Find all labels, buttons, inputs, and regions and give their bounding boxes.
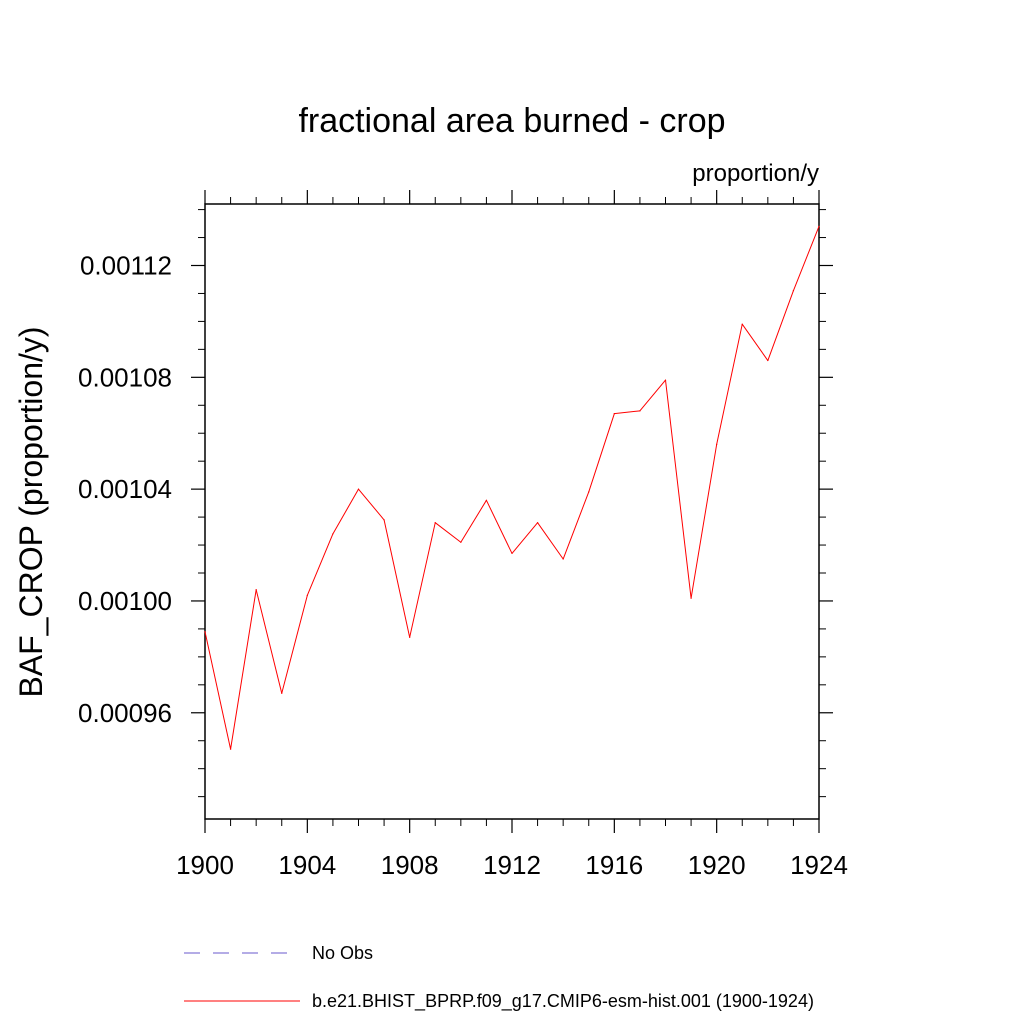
series-segment xyxy=(306,533,334,596)
data-point xyxy=(255,589,257,591)
data-point xyxy=(741,323,743,325)
data-point xyxy=(434,522,436,524)
x-tick-label: 1924 xyxy=(790,850,848,880)
data-point xyxy=(281,692,283,694)
data-point xyxy=(664,379,667,381)
series-segment xyxy=(230,589,257,750)
data-point xyxy=(536,522,539,524)
series-segment xyxy=(613,410,641,415)
y-tick-label: 0.00096 xyxy=(78,698,172,728)
series-segment xyxy=(639,379,666,412)
x-tick-label: 1904 xyxy=(278,850,336,880)
series-segment xyxy=(485,499,513,554)
data-point xyxy=(409,636,411,638)
series-segment xyxy=(588,413,615,493)
chart-title: fractional area burned - crop xyxy=(298,102,725,140)
data-point xyxy=(716,443,718,446)
series-segment xyxy=(767,290,794,362)
series-segment xyxy=(409,522,436,638)
data-point xyxy=(511,552,513,555)
series-segment xyxy=(690,443,718,599)
data-point xyxy=(562,558,564,560)
data-point xyxy=(204,631,206,633)
data-point xyxy=(639,410,641,412)
data-point xyxy=(690,597,692,599)
series-segment xyxy=(665,379,692,599)
x-tick-label: 1920 xyxy=(688,850,746,880)
series-segment xyxy=(511,522,539,554)
data-point xyxy=(229,748,232,750)
series-segment xyxy=(255,589,283,694)
series-segment xyxy=(332,488,359,535)
series-segment xyxy=(204,631,232,750)
ticks-layer: 1900 1904 1908 1912 1916 1920 1924 0.00096 0.001… xyxy=(78,190,848,880)
data-point xyxy=(485,499,488,501)
data-point xyxy=(332,533,334,535)
units-label: proportion/y xyxy=(692,160,819,187)
y-tick-label: 0.00112 xyxy=(80,251,172,281)
data-point xyxy=(818,225,820,227)
plot-frame xyxy=(204,203,820,820)
legend-label-no-obs: No Obs xyxy=(312,943,373,963)
legend: No Obs b.e21.BHIST_BPRP.f09_g17.CMIP6-es… xyxy=(184,943,814,1012)
data-point xyxy=(767,359,769,362)
y-tick-label: 0.00100 xyxy=(78,586,172,616)
data-point xyxy=(460,541,462,543)
series-line xyxy=(204,225,820,750)
series-segment xyxy=(383,519,411,638)
series-segment xyxy=(537,522,564,560)
x-tick-label: 1916 xyxy=(585,850,643,880)
series-segment xyxy=(792,225,820,292)
series-segment xyxy=(281,594,308,694)
y-tick-label: 0.00104 xyxy=(78,474,172,504)
series-segment xyxy=(741,323,769,362)
x-tick-label: 1900 xyxy=(176,850,234,880)
data-point xyxy=(383,519,385,521)
y-tick-label: 0.00108 xyxy=(78,362,172,392)
series-segment xyxy=(358,488,385,521)
data-point xyxy=(613,413,615,415)
series-segment xyxy=(434,522,462,543)
data-point xyxy=(306,594,308,596)
data-point xyxy=(588,491,590,493)
y-axis-label: BAF_CROP (proportion/y) xyxy=(13,326,49,697)
data-layer xyxy=(204,225,820,750)
data-point xyxy=(357,488,360,490)
legend-label-model: b.e21.BHIST_BPRP.f09_g17.CMIP6-esm-hist.… xyxy=(312,991,814,1012)
series-segment xyxy=(562,491,590,560)
series-segment xyxy=(716,323,743,445)
x-tick-label: 1908 xyxy=(381,850,439,880)
series-segment xyxy=(460,499,487,543)
data-point xyxy=(792,290,795,292)
x-tick-label: 1912 xyxy=(483,850,541,880)
